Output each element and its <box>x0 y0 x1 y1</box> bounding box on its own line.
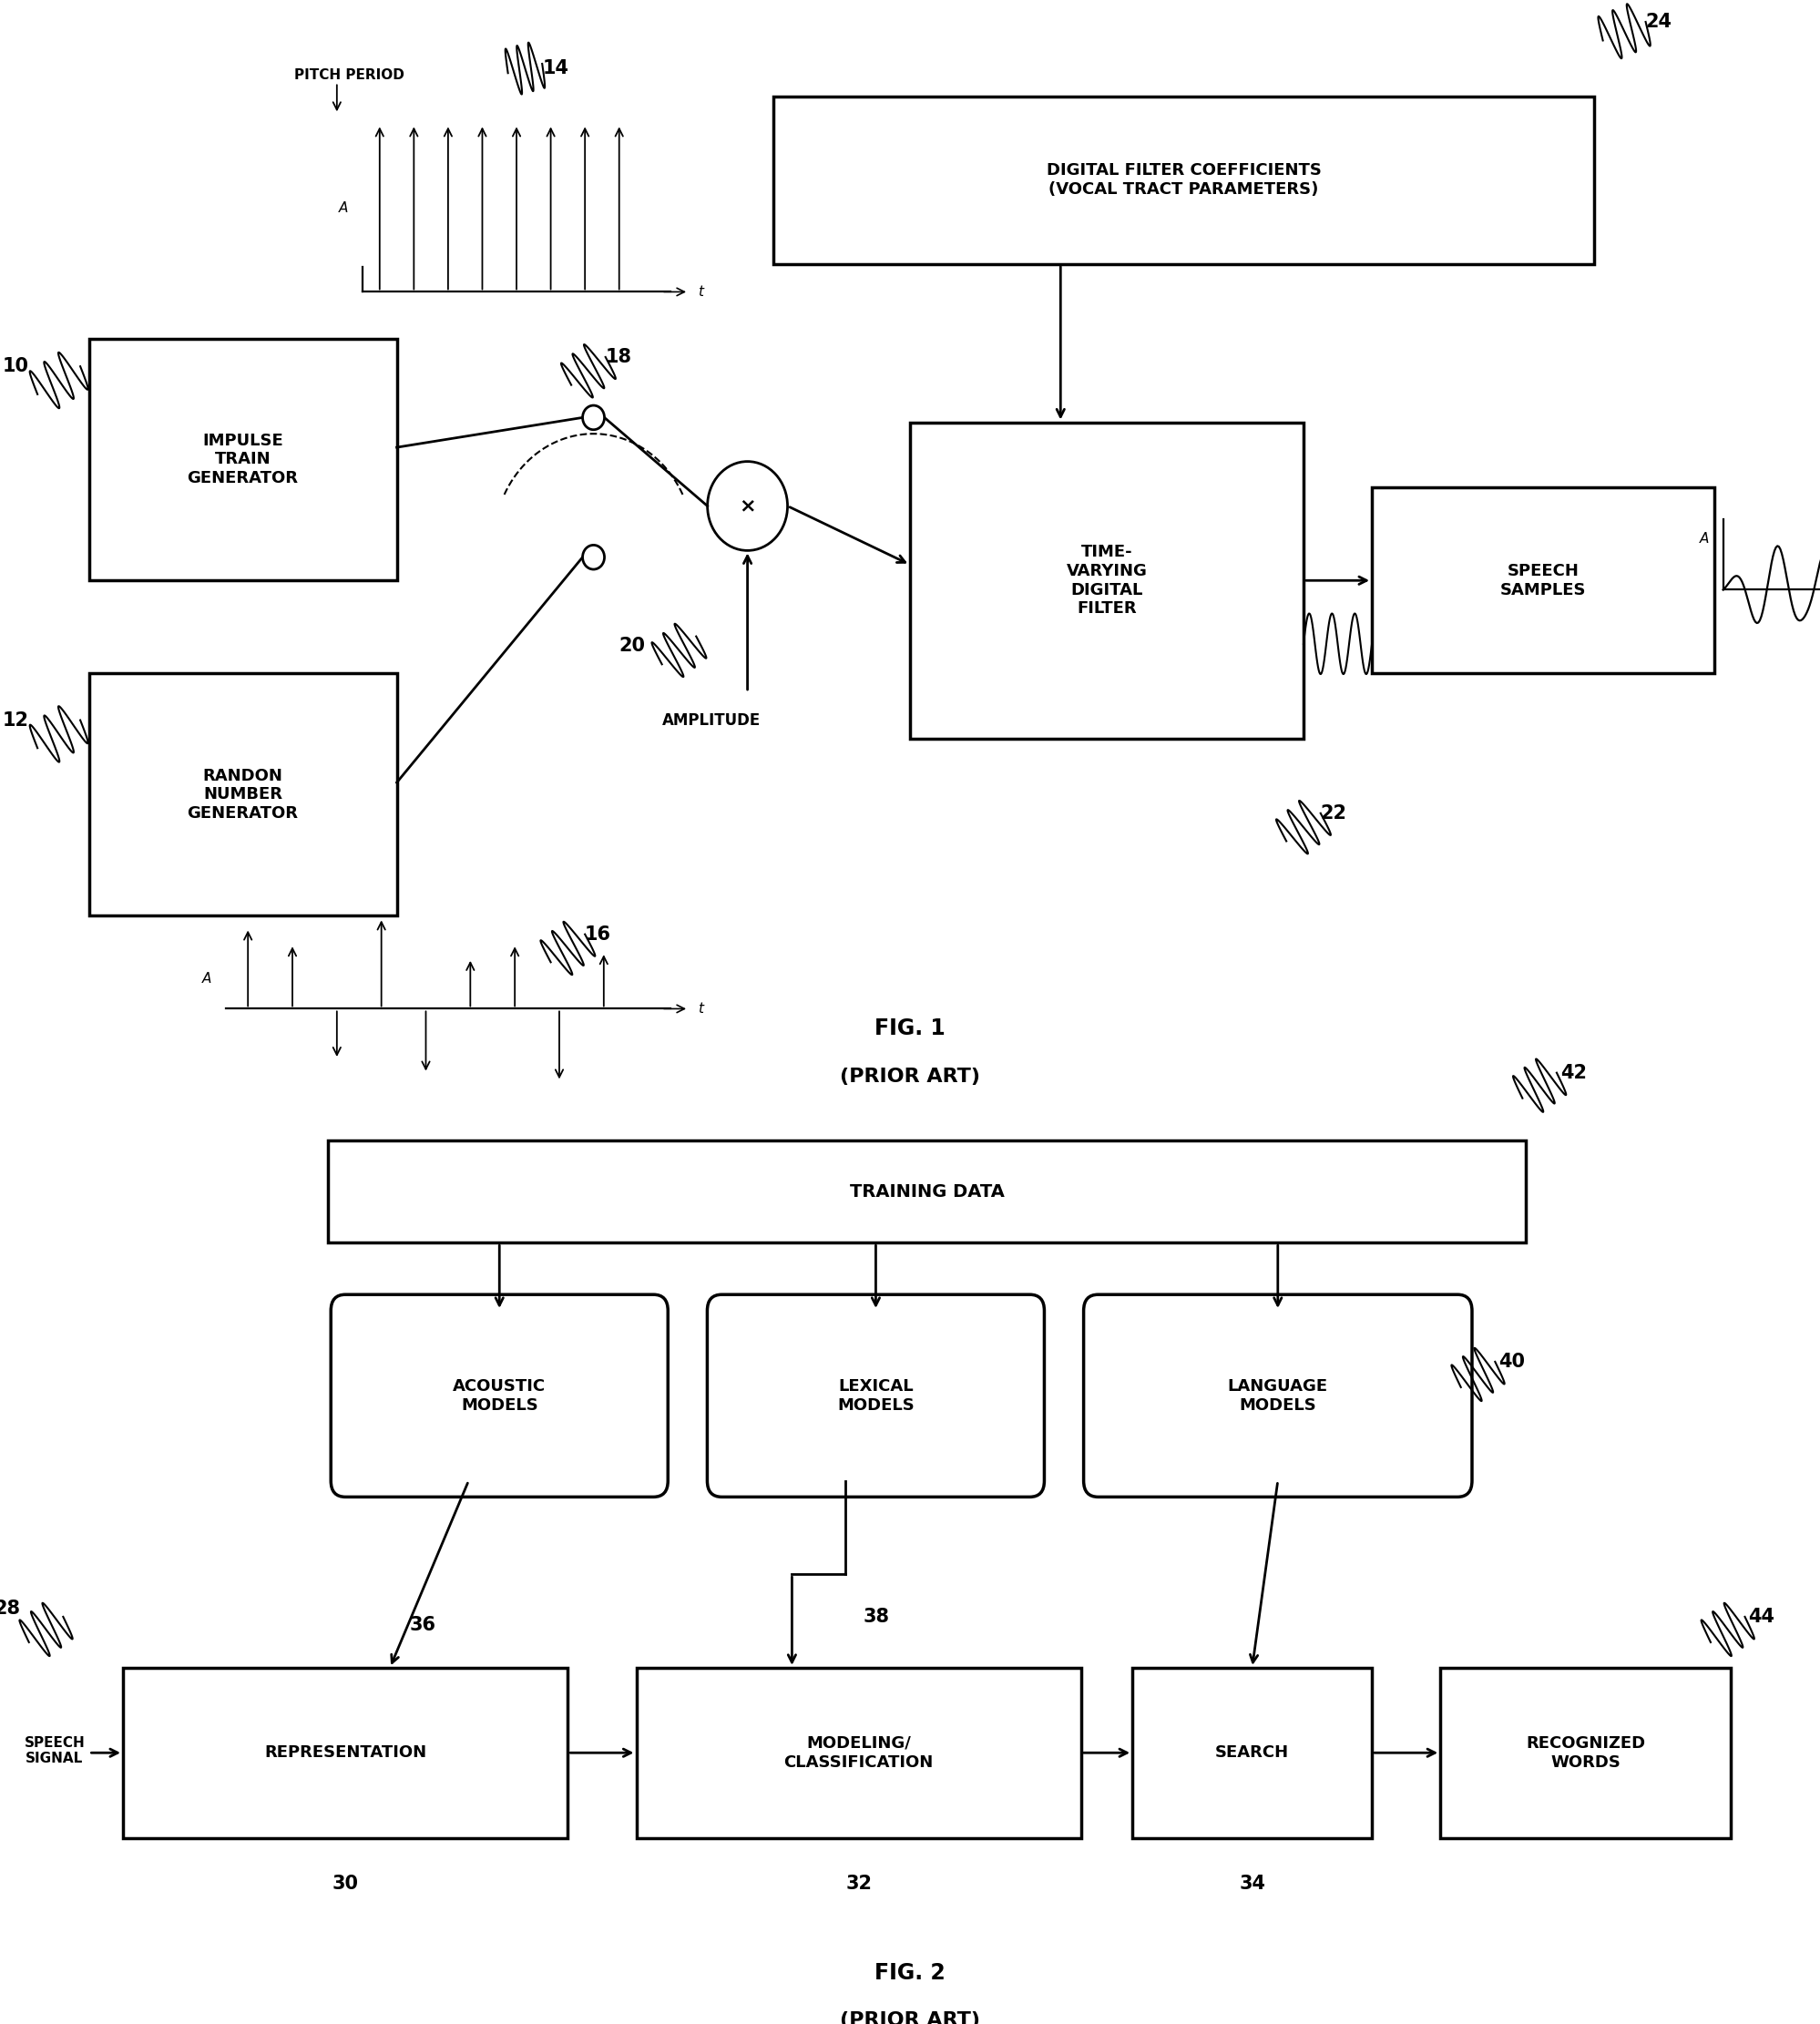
Text: 14: 14 <box>542 59 568 77</box>
Text: 34: 34 <box>1239 1874 1265 1892</box>
Text: 36: 36 <box>410 1615 435 1635</box>
Text: RANDON
NUMBER
GENERATOR: RANDON NUMBER GENERATOR <box>187 767 298 822</box>
Text: MODELING/
CLASSIFICATION: MODELING/ CLASSIFICATION <box>784 1735 934 1771</box>
FancyBboxPatch shape <box>708 1295 1045 1498</box>
FancyBboxPatch shape <box>1132 1668 1372 1838</box>
Text: (PRIOR ART): (PRIOR ART) <box>839 1067 981 1087</box>
Text: 28: 28 <box>0 1599 20 1617</box>
FancyBboxPatch shape <box>124 1668 568 1838</box>
Text: 30: 30 <box>333 1874 359 1892</box>
Text: FIG. 1: FIG. 1 <box>875 1018 945 1038</box>
FancyBboxPatch shape <box>910 423 1303 739</box>
Text: AMPLITUDE: AMPLITUDE <box>662 712 761 729</box>
Text: PITCH PERIOD: PITCH PERIOD <box>295 69 404 83</box>
Circle shape <box>582 544 604 569</box>
Text: 40: 40 <box>1498 1352 1525 1370</box>
FancyBboxPatch shape <box>331 1295 668 1498</box>
Text: A: A <box>339 200 348 215</box>
FancyBboxPatch shape <box>89 674 397 915</box>
Text: 22: 22 <box>1321 804 1347 822</box>
FancyBboxPatch shape <box>774 97 1594 263</box>
Text: 44: 44 <box>1749 1607 1774 1625</box>
Text: A: A <box>1700 532 1709 546</box>
FancyBboxPatch shape <box>1440 1668 1731 1838</box>
Text: (PRIOR ART): (PRIOR ART) <box>839 2010 981 2024</box>
FancyBboxPatch shape <box>1083 1295 1472 1498</box>
FancyBboxPatch shape <box>89 338 397 581</box>
Circle shape <box>708 461 788 551</box>
Circle shape <box>582 405 604 429</box>
Text: 10: 10 <box>2 356 29 376</box>
Text: 38: 38 <box>863 1607 890 1625</box>
Text: 32: 32 <box>846 1874 872 1892</box>
FancyBboxPatch shape <box>637 1668 1081 1838</box>
Text: ×: × <box>739 496 755 516</box>
Text: LANGUAGE
MODELS: LANGUAGE MODELS <box>1228 1378 1329 1413</box>
Text: REPRESENTATION: REPRESENTATION <box>264 1745 426 1761</box>
Text: t: t <box>697 285 703 300</box>
Text: IMPULSE
TRAIN
GENERATOR: IMPULSE TRAIN GENERATOR <box>187 433 298 486</box>
Text: SPEECH
SIGNAL: SPEECH SIGNAL <box>24 1737 86 1765</box>
Text: SEARCH: SEARCH <box>1216 1745 1289 1761</box>
FancyBboxPatch shape <box>1372 488 1714 674</box>
Text: TIME-
VARYING
DIGITAL
FILTER: TIME- VARYING DIGITAL FILTER <box>1067 544 1147 617</box>
Text: 12: 12 <box>2 710 29 729</box>
FancyBboxPatch shape <box>328 1142 1525 1243</box>
Text: 24: 24 <box>1645 12 1673 30</box>
Text: A: A <box>202 972 211 986</box>
Text: LEXICAL
MODELS: LEXICAL MODELS <box>837 1378 914 1413</box>
Text: RECOGNIZED
WORDS: RECOGNIZED WORDS <box>1525 1735 1645 1771</box>
Text: t: t <box>697 1002 703 1016</box>
Text: 42: 42 <box>1560 1063 1587 1083</box>
Text: 16: 16 <box>584 925 612 943</box>
Text: FIG. 2: FIG. 2 <box>875 1963 945 1984</box>
Text: ACOUSTIC
MODELS: ACOUSTIC MODELS <box>453 1378 546 1413</box>
Text: SPEECH
SAMPLES: SPEECH SAMPLES <box>1500 563 1585 599</box>
Text: 20: 20 <box>619 636 644 656</box>
Text: TRAINING DATA: TRAINING DATA <box>850 1184 1005 1200</box>
Text: 18: 18 <box>606 348 632 366</box>
Text: DIGITAL FILTER COEFFICIENTS
(VOCAL TRACT PARAMETERS): DIGITAL FILTER COEFFICIENTS (VOCAL TRACT… <box>1046 162 1321 198</box>
